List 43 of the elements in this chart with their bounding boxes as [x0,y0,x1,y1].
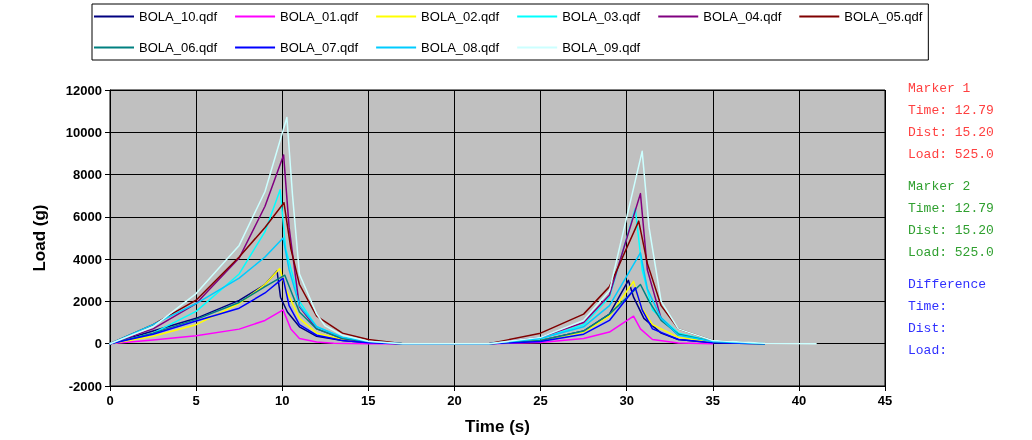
legend-label: BOLA_04.qdf [703,9,782,24]
x-tick-label: 35 [705,393,721,408]
x-tick-label: 25 [533,393,548,408]
text: Difference [908,277,987,292]
text: Dist: [908,321,948,336]
x-tick-label: 20 [447,393,462,408]
y-tick-label: 8000 [73,167,102,183]
text: Time: 12.79 [908,201,994,216]
legend-label: BOLA_03.qdf [562,9,641,24]
x-tick-label: 45 [877,393,893,408]
y-tick-label: -2000 [68,378,102,394]
legend-label: BOLA_10.qdf [139,9,218,24]
y-tick-label: 4000 [73,251,102,267]
y-tick-label: 2000 [73,293,102,309]
legend-label: BOLA_06.qdf [139,40,218,55]
legend-label: BOLA_05.qdf [844,9,923,24]
y-tick-label: 6000 [73,209,102,225]
legend-label: BOLA_02.qdf [421,9,500,24]
legend-label: BOLA_08.qdf [421,40,500,55]
text: Marker 1 [908,81,971,96]
line-series [109,116,817,345]
x-tick-label: 40 [791,393,807,408]
text: Dist: 15.20 [908,125,994,140]
legend-label: BOLA_01.qdf [280,9,359,24]
x-tick-label: 30 [619,393,634,408]
x-tick-label: 5 [192,393,200,408]
text: Time: [908,299,948,314]
y-axis-title: Load (g) [30,204,49,272]
y-tick-label: 10000 [65,124,102,140]
text: Time: 12.79 [908,103,994,118]
text: Dist: 15.20 [908,223,994,238]
text: Load: 525.0 [908,245,994,260]
x-axis-title: Time (s) [465,417,530,436]
x-tick-label: 0 [106,393,114,408]
text: Load: 525.0 [908,147,994,162]
text: Marker 2 [908,179,971,194]
legend-label: BOLA_09.qdf [562,40,641,55]
x-tick-label: 10 [274,393,290,408]
x-tick-label: 15 [361,393,376,408]
text: Load: [908,343,948,358]
y-tick-label: 12000 [65,82,102,98]
y-tick-label: 0 [94,336,102,352]
legend-label: BOLA_07.qdf [280,40,359,55]
